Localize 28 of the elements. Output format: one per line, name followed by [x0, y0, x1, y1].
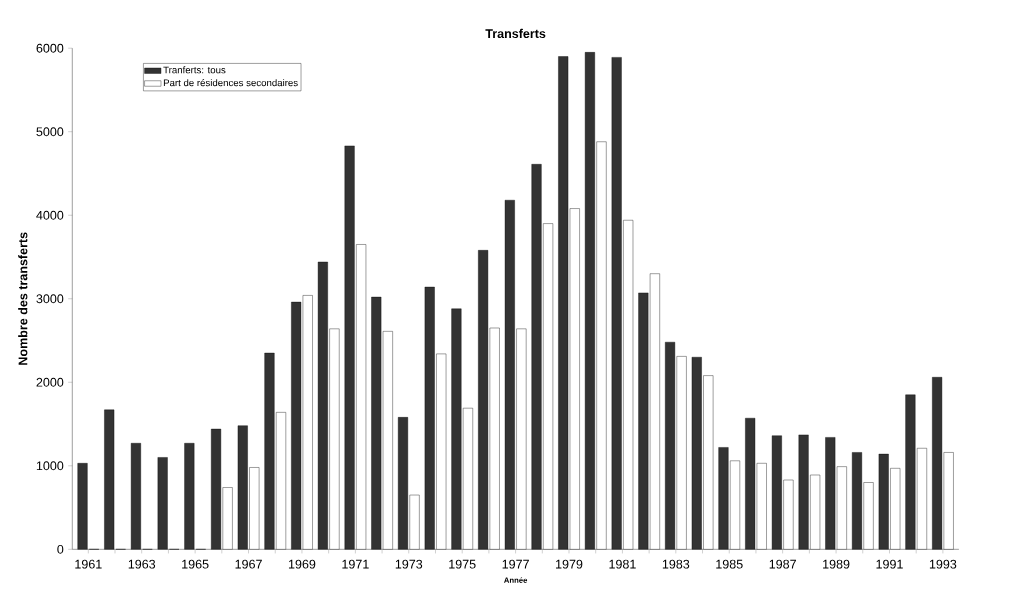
x-tick-label: 1973: [395, 559, 423, 569]
x-tick-label: 1989: [823, 559, 850, 569]
x-tick-label: 1981: [609, 559, 636, 569]
x-tick-label: 1985: [716, 559, 743, 569]
y-tick-label: 4000: [36, 210, 64, 220]
x-tick-label: 1979: [556, 559, 583, 569]
legend-label: Tranferts: tous: [163, 66, 226, 74]
y-tick-label: 1000: [36, 461, 64, 471]
x-tick-label: 1993: [929, 559, 957, 569]
y-tick-label: 2000: [36, 377, 64, 387]
chart-title: Transferts: [485, 28, 546, 38]
legend-label: Part de résidences secondaires: [163, 78, 298, 87]
x-tick-label: 1969: [288, 559, 316, 569]
y-axis-title: Nombre des transferts: [18, 232, 28, 365]
x-tick-label: 1967: [235, 559, 262, 569]
x-tick-label: 1975: [449, 559, 476, 569]
x-tick-label: 1961: [75, 559, 102, 569]
y-tick-label: 0: [57, 544, 64, 554]
x-tick-label: 1965: [182, 559, 209, 569]
x-tick-label: 1963: [128, 559, 156, 569]
y-tick-label: 5000: [36, 127, 64, 136]
x-tick-label: 1991: [876, 559, 903, 569]
x-tick-label: 1977: [502, 559, 529, 569]
y-tick-label: 6000: [36, 43, 64, 53]
x-tick-label: 1987: [769, 559, 796, 569]
y-tick-label: 3000: [36, 294, 64, 304]
x-tick-label: 1983: [662, 559, 690, 569]
x-tick-label: 1971: [342, 559, 369, 569]
